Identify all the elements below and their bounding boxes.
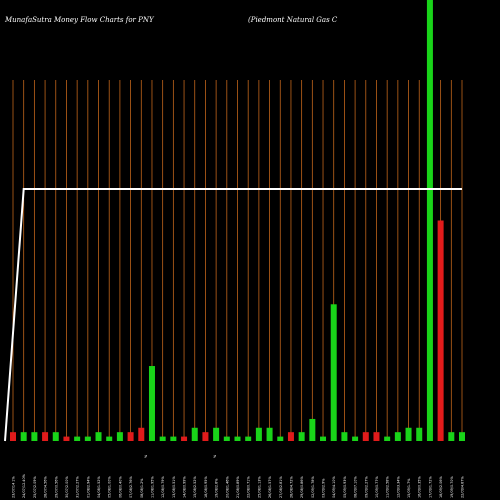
- price-line: [4, 188, 462, 442]
- money-flow-bar: [127, 432, 134, 441]
- x-tick-label: 17/09/1.72%: [428, 476, 432, 498]
- x-tick-label: 09/09/2.27%: [364, 476, 368, 498]
- money-flow-bar: [20, 432, 27, 441]
- x-tick-label: 05/09/0.93%: [343, 476, 347, 498]
- x-tick-label: 11/08/1.95%: [150, 476, 154, 498]
- money-flow-bar: [320, 436, 327, 441]
- money-flow-bar: [159, 436, 166, 441]
- money-flow-bar: [330, 304, 337, 441]
- money-flow-bar: [10, 432, 16, 441]
- x-tick-label: 02/09/1.78%: [311, 476, 315, 498]
- money-flow-bar: [74, 436, 81, 441]
- money-flow-bar: [266, 427, 273, 441]
- money-flow-bar: [416, 427, 423, 441]
- money-flow-bar: [223, 436, 230, 441]
- x-tick-label: 31/07/2.27%: [76, 476, 80, 498]
- x-tick-label: 12/08/0.79%: [161, 476, 165, 498]
- money-flow-bar: [459, 432, 465, 441]
- money-flow-bar: [42, 432, 49, 441]
- x-tick-label: 14/08/0.99%: [183, 476, 187, 498]
- x-tick-label: 19/08/2.8%: [215, 478, 219, 498]
- money-flow-bar: [341, 432, 348, 441]
- chart-title-left: MunafaSutra Money Flow Charts for PNY: [4, 16, 155, 24]
- x-tick-label: 18/09/2.06%: [439, 476, 443, 498]
- x-tick-label: 01/08/2.94%: [86, 476, 90, 498]
- price-line-path: [4, 188, 462, 442]
- money-flow-bar: [277, 436, 284, 441]
- x-tick-label: 22/09/4.87%: [461, 476, 465, 498]
- money-flow-bars: [10, 0, 465, 441]
- x-tick-label: 15/09/1.7%: [407, 478, 411, 498]
- money-flow-bar: [309, 418, 316, 441]
- chart-title-right: (Piedmont Natural Gas C: [248, 16, 338, 24]
- money-flow-bar: [362, 432, 369, 441]
- money-flow-bar: [394, 432, 401, 441]
- money-flow-bar: [245, 436, 252, 441]
- money-flow-bar: [202, 432, 209, 441]
- x-tick-label: 16/09/0.35%: [418, 476, 422, 498]
- money-flow-bar: [234, 436, 241, 441]
- money-flow-bar: [213, 427, 220, 441]
- money-flow-bar: [426, 0, 433, 441]
- x-tick-label: 07/08/2.76%: [129, 476, 133, 498]
- axis-marker: %: [144, 454, 148, 458]
- x-tick-label: 29/07/0.56%: [54, 476, 58, 498]
- x-tick-label: 19/09/0.70%: [450, 476, 454, 498]
- x-tick-label: 27/08/2.81%: [279, 476, 283, 498]
- money-flow-bar: [373, 432, 380, 441]
- x-axis-tick-labels: 23/07/14 1% 24/07/12.40% 25/07/2.09% 28/07/…: [12, 473, 465, 498]
- x-tick-label: 25/07/2.09%: [33, 476, 37, 498]
- x-tick-label: 04/08/1.52%: [97, 476, 101, 498]
- money-flow-bar: [148, 366, 155, 441]
- x-tick-label: 20/08/1.46%: [225, 476, 229, 498]
- x-tick-label: 06/08/0.40%: [118, 476, 122, 498]
- x-tick-label: 18/08/0.95%: [204, 476, 208, 498]
- money-flow-bar: [116, 432, 123, 441]
- x-tick-label: 26/08/1.57%: [268, 476, 272, 498]
- x-tick-label: 29/08/0.86%: [300, 476, 304, 498]
- x-tick-label: 08/09/7.10%: [354, 476, 358, 498]
- money-flow-bar: [191, 427, 198, 441]
- money-flow-bar: [437, 220, 444, 441]
- money-flow-bar: [138, 427, 145, 441]
- x-tick-label: 25/08/1.13%: [257, 476, 261, 498]
- money-flow-bar: [448, 432, 455, 441]
- x-tick-label: 04/09/4.10%: [332, 476, 336, 498]
- money-flow-bar: [255, 427, 262, 441]
- money-flow-bar: [52, 432, 59, 441]
- money-flow-bar: [287, 432, 294, 441]
- x-tick-label: 23/07/14 1%: [12, 476, 16, 498]
- money-flow-bar: [352, 436, 359, 441]
- x-tick-label: 28/07/4.56%: [44, 476, 48, 498]
- money-flow-bar: [384, 436, 391, 441]
- x-tick-label: 15/08/2.52%: [193, 476, 197, 498]
- money-flow-bar: [95, 432, 102, 441]
- x-tick-label: 10/09/0.77%: [375, 476, 379, 498]
- x-tick-label: 28/08/4.72%: [289, 476, 293, 498]
- x-tick-label: 22/08/0.71%: [247, 476, 251, 498]
- x-tick-label: 12/09/3.34%: [396, 476, 400, 498]
- x-tick-label: 24/07/12.40%: [22, 473, 26, 498]
- x-tick-label: 08/08/1.2%: [140, 478, 144, 498]
- money-flow-bar: [405, 427, 412, 441]
- x-tick-label: 11/09/2.58%: [386, 476, 390, 498]
- money-flow-bar: [298, 432, 305, 441]
- money-flow-bar: [31, 432, 38, 441]
- x-tick-label: 05/08/1.00%: [108, 476, 112, 498]
- money-flow-bar: [84, 436, 91, 441]
- x-tick-label: 13/08/0.51%: [172, 476, 176, 498]
- x-tick-label: 30/07/2.00%: [65, 476, 69, 498]
- money-flow-bar: [106, 436, 113, 441]
- x-tick-label: 21/08/0.89%: [236, 476, 240, 498]
- axis-markers: %%: [144, 454, 217, 458]
- x-tick-label: 03/09/2.9%: [322, 478, 326, 498]
- money-flow-bar: [181, 436, 188, 441]
- money-flow-bar: [170, 436, 177, 441]
- money-flow-bar: [63, 436, 70, 441]
- axis-marker: %: [213, 454, 217, 458]
- grid-lines: [12, 80, 463, 441]
